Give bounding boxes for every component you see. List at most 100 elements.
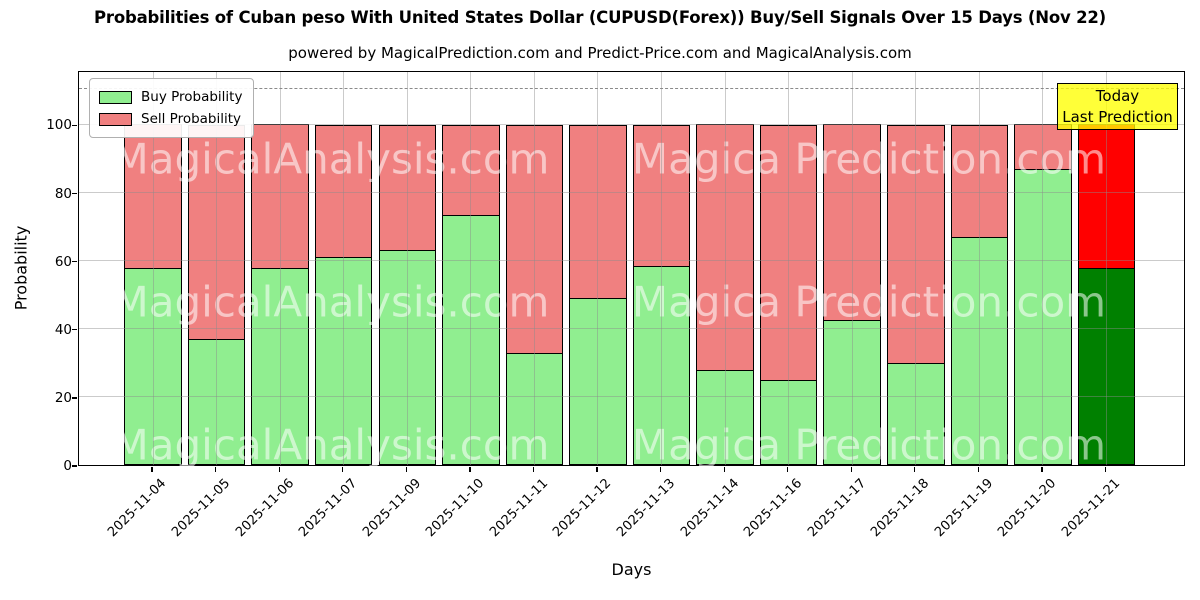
x-tick-mark <box>787 467 789 472</box>
bar-sell-2025-11-13 <box>632 124 691 267</box>
bar-sell-2025-11-09 <box>378 124 437 252</box>
bar-sell-2025-11-10 <box>442 124 500 216</box>
x-tick-label-2025-11-20: 2025-11-20 <box>995 476 1060 541</box>
x-tick-label-2025-11-12: 2025-11-12 <box>550 476 615 541</box>
bar-buy-2025-11-19 <box>950 236 1009 465</box>
x-tick-label-2025-11-21: 2025-11-21 <box>1059 476 1124 541</box>
gridline-vertical <box>978 72 980 465</box>
gridline-horizontal <box>79 396 1184 398</box>
x-tick-mark <box>532 467 535 472</box>
x-tick-label-2025-11-17: 2025-11-17 <box>804 476 869 541</box>
bar-sell-2025-11-04 <box>124 124 182 269</box>
bar-sell-2025-11-18 <box>887 124 945 364</box>
gridline-vertical <box>216 72 218 465</box>
gridline-vertical <box>343 72 345 465</box>
bar-buy-2025-11-09 <box>378 250 437 465</box>
gridline-vertical <box>152 72 154 465</box>
gridline-vertical <box>788 72 790 465</box>
x-tick-label-2025-11-05: 2025-11-05 <box>169 476 234 541</box>
y-tick-label-0: 0 <box>63 458 72 474</box>
bar-sell-2025-11-14 <box>696 124 754 371</box>
bar-sell-2025-11-06 <box>251 124 309 269</box>
gridline-vertical <box>1042 72 1044 465</box>
x-tick-mark <box>977 467 980 472</box>
buy-swatch-icon <box>99 90 132 104</box>
chart-title: Probabilities of Cuban peso With United … <box>94 8 1106 27</box>
bar-buy-2025-11-11 <box>505 352 564 465</box>
gridline-horizontal <box>79 123 1184 125</box>
x-tick-label-2025-11-06: 2025-11-06 <box>232 476 297 541</box>
gridline-vertical <box>915 72 917 465</box>
y-tick-mark <box>72 192 77 195</box>
bar-buy-2025-11-20 <box>1014 168 1072 465</box>
gridline-vertical <box>406 72 408 465</box>
plot-area: MagicalAnalysis.com Magica Prediction.com… <box>78 71 1185 470</box>
bar-buy-2025-11-04 <box>124 267 182 465</box>
bar-buy-2025-11-18 <box>887 362 945 465</box>
x-tick-mark <box>850 467 852 472</box>
y-tick-mark <box>72 261 77 263</box>
today-annotation-line2: Last Prediction <box>1062 107 1173 126</box>
bar-sell-2025-11-19 <box>950 124 1009 238</box>
gridline-horizontal <box>79 260 1184 262</box>
x-tick-mark <box>1041 467 1043 472</box>
x-tick-mark <box>723 467 725 472</box>
x-tick-mark <box>278 467 280 472</box>
legend-buy-label: Buy Probability <box>141 89 243 105</box>
legend: Buy Probability Sell Probability <box>89 78 255 138</box>
bar-buy-2025-11-17 <box>823 320 881 465</box>
y-axis-title: Probability <box>11 225 31 311</box>
y-tick-mark <box>72 124 77 127</box>
bar-buy-2025-11-21 <box>1077 267 1136 465</box>
bar-sell-2025-11-12 <box>569 124 627 300</box>
x-tick-label-2025-11-13: 2025-11-13 <box>614 476 679 541</box>
bar-buy-2025-11-13 <box>632 265 691 465</box>
x-tick-label-2025-11-04: 2025-11-04 <box>105 476 170 541</box>
gridline-vertical <box>661 72 663 465</box>
gridline-vertical <box>851 72 853 465</box>
y-tick-mark <box>72 465 77 467</box>
y-tick-label-100: 100 <box>46 117 72 134</box>
x-tick-mark <box>659 467 662 472</box>
legend-row-sell: Sell Probability <box>99 108 242 130</box>
y-tick-label-40: 40 <box>54 321 72 338</box>
x-tick-mark <box>914 467 916 472</box>
x-tick-label-2025-11-07: 2025-11-07 <box>296 476 361 541</box>
x-tick-mark <box>342 467 344 472</box>
gridline-vertical <box>1106 72 1107 465</box>
x-tick-label-2025-11-10: 2025-11-10 <box>423 476 488 541</box>
bar-buy-2025-11-14 <box>696 369 754 465</box>
bar-buy-2025-11-12 <box>569 298 627 465</box>
bar-buy-2025-11-06 <box>251 267 309 465</box>
threshold-dashed-line <box>79 87 1184 89</box>
bar-buy-2025-11-16 <box>759 379 818 465</box>
x-tick-mark <box>151 467 153 472</box>
gridline-horizontal <box>79 328 1184 330</box>
x-tick-mark <box>469 467 471 472</box>
gridline-vertical <box>533 72 535 465</box>
bar-buy-2025-11-10 <box>442 214 500 465</box>
bar-buy-2025-11-07 <box>314 257 373 465</box>
sell-swatch-icon <box>99 112 132 126</box>
gridline-vertical <box>597 72 599 465</box>
gridline-vertical <box>724 72 726 465</box>
bar-sell-2025-11-11 <box>505 124 564 354</box>
x-tick-label-2025-11-11: 2025-11-11 <box>486 476 552 541</box>
bar-buy-2025-11-05 <box>187 339 246 465</box>
bar-sell-2025-11-07 <box>314 124 373 259</box>
y-tick-label-60: 60 <box>54 253 72 270</box>
x-tick-label-2025-11-14: 2025-11-14 <box>677 476 742 541</box>
bar-sell-2025-11-16 <box>759 124 818 381</box>
gridline-vertical <box>470 72 472 465</box>
today-annotation-line1: Today <box>1095 87 1140 105</box>
x-tick-label-2025-11-18: 2025-11-18 <box>868 476 933 541</box>
legend-row-buy: Buy Probability <box>99 86 242 108</box>
y-tick-mark <box>72 397 77 399</box>
y-tick-label-20: 20 <box>54 389 72 406</box>
chart-subtitle: powered by MagicalPrediction.com and Pre… <box>288 44 912 62</box>
legend-sell-label: Sell Probability <box>141 111 242 127</box>
x-tick-mark <box>1104 467 1107 472</box>
x-tick-mark <box>214 467 217 472</box>
bar-sell-2025-11-20 <box>1014 124 1072 170</box>
